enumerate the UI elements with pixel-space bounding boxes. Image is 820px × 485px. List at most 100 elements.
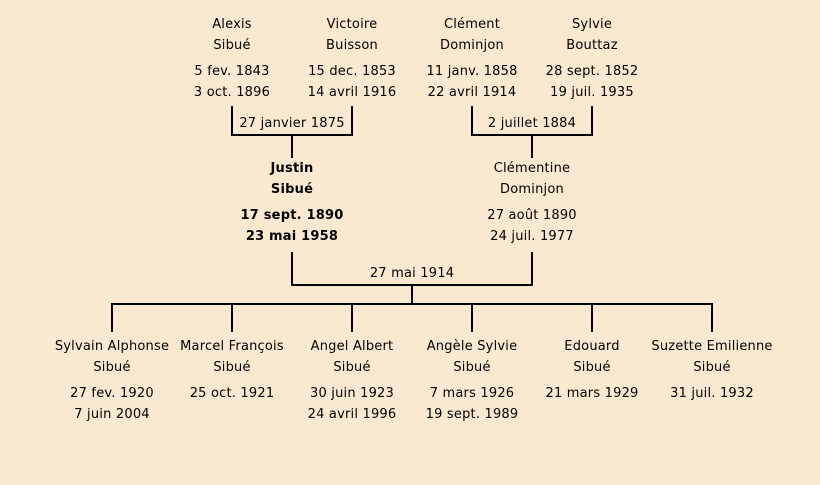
descent-line — [411, 286, 413, 304]
person-death-date: 14 avril 1916 — [307, 85, 397, 100]
person-dates: 25 oct. 1921 — [154, 383, 310, 404]
person-name: Suzette Emilienne Sibué — [634, 336, 790, 378]
person-birth-date: 21 mars 1929 — [545, 386, 639, 401]
person-given-name: Sylvie — [571, 17, 613, 32]
person-given-name: Justin — [270, 161, 314, 176]
person-dates: 17 sept. 1890 23 mai 1958 — [214, 205, 370, 247]
child-drop-line — [471, 303, 473, 332]
marriage-date-label: 27 mai 1914 — [369, 266, 455, 281]
marriage-bracket-left-line — [231, 106, 233, 136]
child-drop-line — [231, 303, 233, 332]
person-dates: 15 dec. 1853 14 avril 1916 — [274, 61, 430, 103]
person-death-date: 7 juin 2004 — [74, 407, 150, 422]
person-dates: 21 mars 1929 — [514, 383, 670, 404]
child-drop-line — [111, 303, 113, 332]
person-card-edouard-sibue[interactable]: Edouard Sibué 21 mars 1929 — [514, 336, 670, 404]
person-given-name: Angèle Sylvie — [426, 339, 518, 354]
person-given-name: Clément — [443, 17, 501, 32]
person-given-name: Suzette Emilienne — [651, 339, 773, 354]
person-surname: Sibué — [693, 360, 731, 375]
person-given-name: Victoire — [326, 17, 378, 32]
person-name: Justin Sibué — [214, 158, 370, 200]
person-given-name: Sylvain Alphonse — [54, 339, 170, 354]
person-death-date: 19 sept. 1989 — [425, 407, 519, 422]
person-death-date: 24 juil. 1977 — [490, 229, 574, 244]
person-dates: 31 juil. 1932 — [634, 383, 790, 404]
person-given-name: Angel Albert — [310, 339, 394, 354]
person-surname: Sibué — [93, 360, 131, 375]
person-card-angele-sylvie-sibue[interactable]: Angèle Sylvie Sibué 7 mars 1926 19 sept.… — [394, 336, 550, 425]
person-surname: Sibué — [270, 182, 314, 197]
person-dates: 5 fev. 1843 3 oct. 1896 — [154, 61, 310, 103]
person-card-angel-albert-sibue[interactable]: Angel Albert Sibué 30 juin 1923 24 avril… — [274, 336, 430, 425]
child-drop-line — [591, 303, 593, 332]
person-name: Angel Albert Sibué — [274, 336, 430, 378]
marriage-date-label: 2 juillet 1884 — [487, 116, 577, 131]
person-birth-date: 17 sept. 1890 — [240, 208, 344, 223]
person-surname: Sibué — [453, 360, 491, 375]
person-dates: 11 janv. 1858 22 avril 1914 — [394, 61, 550, 103]
child-drop-line — [711, 303, 713, 332]
person-birth-date: 27 août 1890 — [487, 208, 577, 223]
person-dates: 28 sept. 1852 19 juil. 1935 — [514, 61, 670, 103]
marriage-bracket-right-line — [531, 252, 533, 286]
person-card-alexis-sibue[interactable]: Alexis Sibué 5 fev. 1843 3 oct. 1896 — [154, 14, 310, 103]
person-card-sylvain-alphonse-sibue[interactable]: Sylvain Alphonse Sibué 27 fev. 1920 7 ju… — [34, 336, 190, 425]
person-surname: Sibué — [213, 360, 251, 375]
person-surname: Bouttaz — [566, 38, 618, 53]
person-dates: 27 août 1890 24 juil. 1977 — [454, 205, 610, 247]
marriage-bracket-bottom-line — [471, 134, 593, 136]
person-dates: 27 fev. 1920 7 juin 2004 — [34, 383, 190, 425]
person-card-sylvie-bouttaz[interactable]: Sylvie Bouttaz 28 sept. 1852 19 juil. 19… — [514, 14, 670, 103]
person-card-victoire-buisson[interactable]: Victoire Buisson 15 dec. 1853 14 avril 1… — [274, 14, 430, 103]
person-name: Alexis Sibué — [154, 14, 310, 56]
person-given-name: Edouard — [564, 339, 620, 354]
descent-line — [291, 136, 293, 158]
person-surname: Dominjon — [500, 182, 564, 197]
person-dates: 7 mars 1926 19 sept. 1989 — [394, 383, 550, 425]
child-drop-line — [351, 303, 353, 332]
marriage-bracket-bottom-line — [231, 134, 353, 136]
person-birth-date: 7 mars 1926 — [429, 386, 515, 401]
person-dates: 30 juin 1923 24 avril 1996 — [274, 383, 430, 425]
person-name: Clément Dominjon — [394, 14, 550, 56]
person-death-date: 23 mai 1958 — [245, 229, 339, 244]
person-surname: Sibué — [213, 38, 251, 53]
person-death-date: 24 avril 1996 — [307, 407, 397, 422]
marriage-bracket-left-line — [291, 252, 293, 286]
person-card-suzette-emilienne-sibue[interactable]: Suzette Emilienne Sibué 31 juil. 1932 — [634, 336, 790, 404]
person-surname: Buisson — [326, 38, 378, 53]
marriage-bracket-left-line — [471, 106, 473, 136]
marriage-date-label: 27 janvier 1875 — [239, 116, 345, 131]
person-name: Angèle Sylvie Sibué — [394, 336, 550, 378]
marriage-bracket-right-line — [591, 106, 593, 136]
person-name: Victoire Buisson — [274, 14, 430, 56]
person-birth-date: 25 oct. 1921 — [189, 386, 275, 401]
person-death-date: 22 avril 1914 — [427, 85, 517, 100]
marriage-bracket-bottom-line — [291, 284, 533, 286]
person-birth-date: 27 fev. 1920 — [70, 386, 154, 401]
person-name: Sylvain Alphonse Sibué — [34, 336, 190, 378]
person-card-clement-dominjon[interactable]: Clément Dominjon 11 janv. 1858 22 avril … — [394, 14, 550, 103]
descent-line — [531, 136, 533, 158]
person-card-clementine-dominjon[interactable]: Clémentine Dominjon 27 août 1890 24 juil… — [454, 158, 610, 247]
person-death-date: 19 juil. 1935 — [550, 85, 634, 100]
person-birth-date: 11 janv. 1858 — [426, 64, 518, 79]
person-card-marcel-francois-sibue[interactable]: Marcel François Sibué 25 oct. 1921 — [154, 336, 310, 404]
person-birth-date: 5 fev. 1843 — [194, 64, 270, 79]
person-given-name: Alexis — [212, 17, 252, 32]
person-given-name: Clémentine — [493, 161, 571, 176]
person-birth-date: 28 sept. 1852 — [545, 64, 639, 79]
person-surname: Sibué — [573, 360, 611, 375]
person-death-date: 3 oct. 1896 — [193, 85, 271, 100]
person-birth-date: 15 dec. 1853 — [308, 64, 396, 79]
person-name: Clémentine Dominjon — [454, 158, 610, 200]
person-name: Marcel François Sibué — [154, 336, 310, 378]
person-surname: Dominjon — [440, 38, 504, 53]
person-given-name: Marcel François — [180, 339, 284, 354]
person-surname: Sibué — [333, 360, 371, 375]
person-card-justin-sibue[interactable]: Justin Sibué 17 sept. 1890 23 mai 1958 — [214, 158, 370, 247]
person-birth-date: 30 juin 1923 — [310, 386, 394, 401]
person-name: Sylvie Bouttaz — [514, 14, 670, 56]
